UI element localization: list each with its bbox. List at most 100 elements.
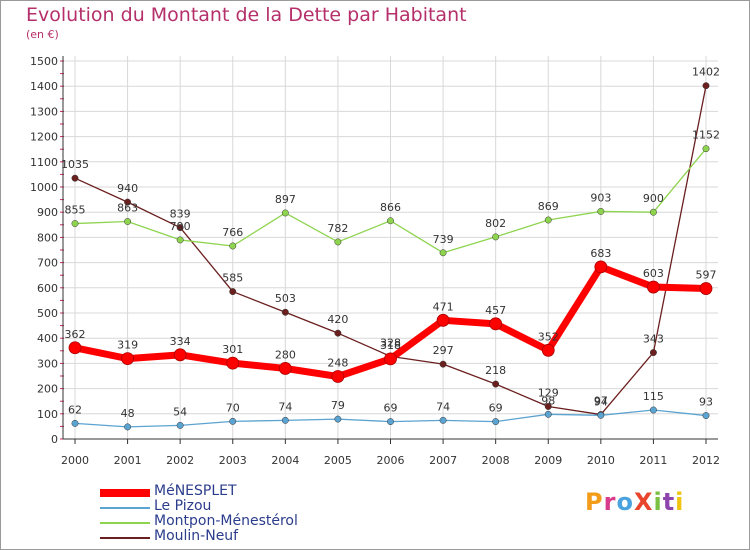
y-tick-label: 100 [37, 408, 58, 421]
x-tick-label: 2001 [114, 454, 142, 467]
data-label: 790 [170, 220, 191, 233]
data-point [173, 348, 187, 362]
data-point [436, 313, 450, 327]
data-point [281, 209, 289, 217]
data-label: 362 [65, 328, 86, 341]
data-point [124, 218, 132, 225]
data-label: 62 [68, 403, 82, 416]
legend-label: MéNESPLET [154, 483, 237, 499]
data-label: 54 [173, 405, 187, 418]
data-label: 334 [170, 335, 191, 348]
data-label: 70 [226, 401, 240, 414]
data-point [278, 362, 292, 375]
data-label: 900 [643, 192, 664, 205]
data-label: 352 [538, 330, 559, 343]
x-tick-label: 2010 [587, 454, 615, 467]
data-label: 1035 [61, 158, 89, 171]
data-label: 248 [327, 357, 348, 370]
legend-label: Moulin-Neuf [154, 528, 239, 544]
data-point [334, 329, 342, 337]
data-point [544, 403, 552, 410]
data-point [544, 410, 552, 418]
data-label: 802 [485, 217, 506, 230]
data-point [68, 341, 82, 355]
data-point [331, 370, 345, 383]
data-point [439, 416, 447, 424]
data-point [176, 421, 184, 429]
data-label: 129 [538, 386, 559, 399]
chart-title: Evolution du Montant de la Dette par Hab… [26, 4, 467, 26]
data-label: 343 [643, 333, 664, 346]
data-point [226, 356, 240, 370]
data-label: 297 [433, 344, 454, 357]
y-tick-label: 1100 [30, 156, 58, 169]
data-label: 766 [222, 226, 243, 239]
legend-swatch [100, 489, 150, 497]
y-tick-label: 300 [37, 357, 58, 370]
data-point [71, 419, 79, 427]
x-tick-label: 2000 [61, 454, 89, 467]
legend-swatch [100, 522, 150, 524]
data-point [597, 207, 605, 215]
data-point [492, 380, 500, 388]
data-point [439, 249, 447, 257]
data-point [387, 217, 394, 225]
data-point [387, 418, 394, 426]
x-tick-label: 2012 [692, 454, 720, 467]
data-point [229, 288, 237, 296]
data-point [541, 343, 555, 357]
data-label: 69 [489, 402, 503, 415]
x-tick-label: 2004 [271, 454, 299, 467]
legend-label: Montpon-Ménestérol [154, 513, 298, 529]
data-label: 903 [590, 191, 611, 204]
data-label: 457 [485, 304, 506, 317]
x-tick-label: 2011 [639, 454, 667, 467]
data-point [334, 415, 342, 423]
data-label: 318 [380, 339, 401, 352]
data-label: 739 [433, 233, 454, 246]
x-tick-label: 2007 [429, 454, 457, 467]
x-tick-label: 2002 [166, 454, 194, 467]
x-tick-label: 2008 [482, 454, 510, 467]
y-tick-label: 1000 [30, 181, 58, 194]
y-tick-label: 1400 [30, 80, 58, 93]
data-point [649, 349, 657, 357]
data-point [124, 423, 132, 431]
data-label: 301 [222, 343, 243, 356]
data-label: 585 [222, 272, 243, 285]
data-label: 48 [121, 407, 135, 420]
data-label: 866 [380, 201, 401, 214]
data-point [702, 412, 710, 420]
proxiti-logo: ProXiti [585, 488, 685, 516]
data-label: 597 [696, 269, 717, 282]
data-point [229, 242, 237, 250]
data-label: 79 [331, 399, 345, 412]
data-label: 94 [594, 395, 608, 408]
data-label: 218 [485, 364, 506, 377]
data-label: 1152 [692, 129, 720, 142]
data-label: 93 [699, 396, 713, 409]
y-tick-label: 700 [37, 257, 58, 270]
data-point [699, 282, 713, 295]
x-tick-label: 2005 [324, 454, 352, 467]
data-point [71, 174, 79, 182]
data-label: 280 [275, 348, 296, 361]
data-point [334, 238, 342, 246]
x-tick-label: 2003 [219, 454, 247, 467]
data-label: 98 [541, 394, 555, 407]
data-label: 503 [275, 292, 296, 305]
data-label: 897 [275, 193, 296, 206]
data-point [597, 411, 605, 419]
y-tick-label: 1200 [30, 131, 58, 144]
data-label: 839 [170, 208, 191, 221]
data-label: 69 [384, 402, 398, 415]
data-label: 855 [65, 204, 86, 217]
y-tick-label: 800 [37, 231, 58, 244]
data-point [71, 220, 79, 227]
data-label: 863 [117, 202, 138, 215]
data-point [489, 317, 503, 331]
y-tick-label: 500 [37, 307, 58, 320]
data-point [492, 418, 500, 426]
y-tick-label: 0 [51, 433, 58, 446]
